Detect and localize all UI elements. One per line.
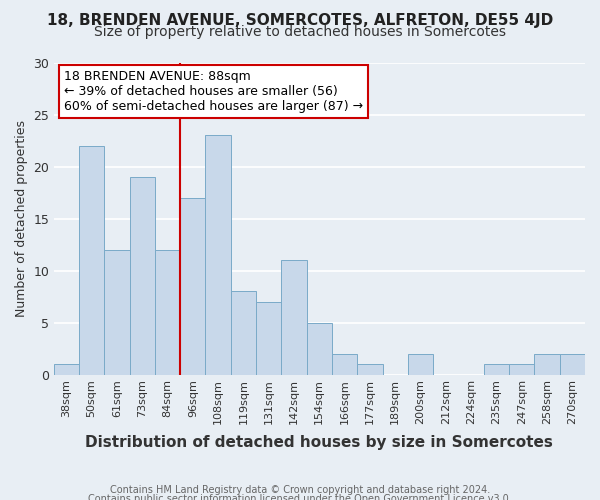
Bar bbox=[509, 364, 535, 374]
Bar bbox=[79, 146, 104, 374]
Text: Contains public sector information licensed under the Open Government Licence v3: Contains public sector information licen… bbox=[88, 494, 512, 500]
Bar bbox=[357, 364, 383, 374]
Text: Contains HM Land Registry data © Crown copyright and database right 2024.: Contains HM Land Registry data © Crown c… bbox=[110, 485, 490, 495]
Bar bbox=[256, 302, 281, 374]
Bar bbox=[408, 354, 433, 374]
Bar bbox=[155, 250, 180, 374]
Text: 18 BRENDEN AVENUE: 88sqm
← 39% of detached houses are smaller (56)
60% of semi-d: 18 BRENDEN AVENUE: 88sqm ← 39% of detach… bbox=[64, 70, 364, 114]
Y-axis label: Number of detached properties: Number of detached properties bbox=[15, 120, 28, 317]
Text: 18, BRENDEN AVENUE, SOMERCOTES, ALFRETON, DE55 4JD: 18, BRENDEN AVENUE, SOMERCOTES, ALFRETON… bbox=[47, 12, 553, 28]
Bar bbox=[484, 364, 509, 374]
Text: Size of property relative to detached houses in Somercotes: Size of property relative to detached ho… bbox=[94, 25, 506, 39]
Bar bbox=[205, 136, 231, 374]
Bar bbox=[560, 354, 585, 374]
Bar bbox=[281, 260, 307, 374]
Bar bbox=[53, 364, 79, 374]
Bar bbox=[180, 198, 205, 374]
Bar bbox=[130, 177, 155, 374]
Bar bbox=[104, 250, 130, 374]
Bar bbox=[307, 322, 332, 374]
Bar bbox=[535, 354, 560, 374]
X-axis label: Distribution of detached houses by size in Somercotes: Distribution of detached houses by size … bbox=[85, 435, 553, 450]
Bar bbox=[332, 354, 357, 374]
Bar bbox=[231, 292, 256, 374]
